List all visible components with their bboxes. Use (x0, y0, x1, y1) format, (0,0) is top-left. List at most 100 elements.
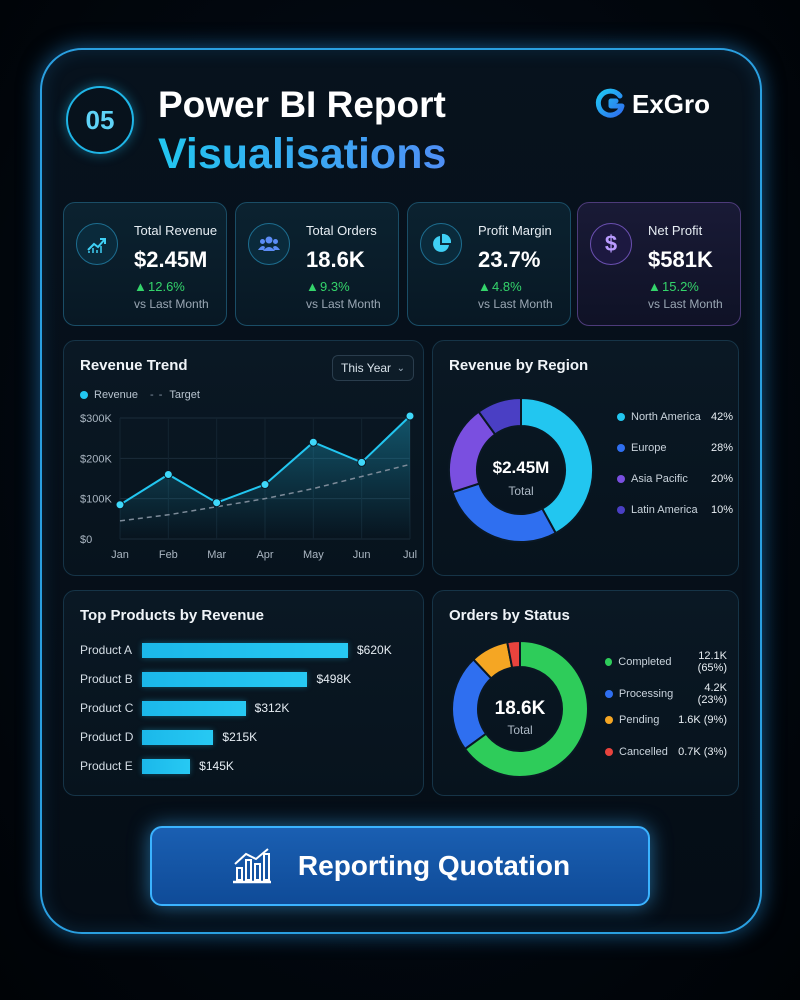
dollar-icon: $ (590, 223, 632, 265)
legend-target-label: Target (169, 389, 200, 401)
revenue-point (212, 498, 222, 508)
panel-title: Orders by Status (449, 607, 570, 624)
legend-item: North America 42% (617, 411, 733, 423)
kpi-delta: ▲ 9.3% (306, 279, 350, 294)
legend-item: Asia Pacific 20% (617, 473, 733, 485)
bar-label: Product E (80, 759, 133, 773)
legend-item: Pending 1.6K (9%) (605, 714, 727, 726)
kpi-delta-value: 9.3% (320, 279, 350, 294)
kpi-comparison: vs Last Month (648, 297, 723, 311)
up-arrow-icon: ▲ (478, 279, 491, 294)
bar-product-c (142, 700, 246, 716)
legend-swatch (617, 506, 625, 514)
legend-item: Completed 12.1K (65%) (605, 650, 727, 674)
legend-swatch (605, 658, 613, 666)
legend-item: Latin America 10% (617, 504, 733, 516)
legend-value: 1.6K (9%) (678, 714, 727, 726)
kpi-value: 18.6K (306, 247, 365, 272)
kpi-card-total-revenue[interactable]: Total Revenue $2.45M ▲ 12.6% vs Last Mont… (63, 202, 227, 326)
legend-name: Europe (631, 442, 667, 454)
cta-label: Reporting Quotation (297, 850, 571, 881)
reporting-quotation-button[interactable]: Reporting Quotation (150, 826, 650, 906)
legend-swatch (605, 690, 613, 698)
legend-value: 42% (710, 411, 733, 423)
target-series-line (119, 463, 411, 522)
legend-revenue: Revenue (80, 389, 138, 401)
revenue-point (260, 480, 270, 490)
kpi-card-total-orders[interactable]: Total Orders 18.6K ▲ 9.3% vs Last Month (235, 202, 399, 326)
region-donut-chart (448, 396, 594, 543)
donut-slice-north-america (520, 396, 594, 535)
kpi-comparison: vs Last Month (306, 297, 381, 311)
pie-chart-icon (420, 223, 462, 265)
donut-slice-latin-america (477, 396, 522, 436)
bar-product-b (142, 671, 308, 687)
period-select-value: This Year (341, 361, 392, 375)
orders-total-label: Total (507, 723, 533, 737)
legend-swatch (605, 748, 613, 756)
page-subtitle: Visualisations (158, 130, 447, 178)
bar-product-d (142, 729, 214, 745)
bar-value: $498K (316, 672, 352, 686)
legend-name: Pending (619, 714, 660, 726)
legend-value: 10% (710, 504, 733, 516)
exgro-logo-icon (595, 88, 625, 118)
orders-donut-chart (451, 639, 589, 778)
bar-chart-icon (232, 848, 271, 884)
brand-logo: ExGro (594, 88, 710, 120)
trending-up-icon (76, 223, 118, 265)
x-tick-label: Jul (403, 549, 417, 561)
bar-row: Product E $145K (80, 758, 234, 774)
bar-row: Product B $498K (80, 671, 351, 687)
legend-name: Cancelled (619, 746, 668, 758)
orders-by-status-panel: Orders by Status 18.6K Total Completed 12… (432, 590, 739, 796)
kpi-comparison: vs Last Month (478, 297, 553, 311)
bar-value: $620K (357, 643, 392, 657)
section-number: 05 (85, 104, 115, 135)
legend-swatch (617, 413, 625, 421)
region-total-label: Total (508, 484, 534, 498)
kpi-delta: ▲ 4.8% (478, 279, 522, 294)
revenue-by-region-panel: Revenue by Region $2.45M Total North Ame… (432, 340, 739, 576)
legend-name: North America (631, 411, 701, 423)
bar-row: Product D $215K (80, 729, 257, 745)
kpi-delta: ▲ 12.6% (134, 279, 185, 294)
x-tick-label: Feb (159, 549, 178, 561)
revenue-point (405, 411, 415, 421)
kpi-value: $581K (648, 247, 713, 272)
bar-product-a (142, 642, 348, 658)
kpi-card-profit-margin[interactable]: Profit Margin 23.7% ▲ 4.8% vs Last Month (407, 202, 571, 326)
revenue-point (357, 457, 367, 467)
kpi-label: Total Revenue (134, 223, 218, 238)
kpi-label: Total Orders (306, 223, 377, 238)
kpi-delta-value: 15.2% (662, 279, 699, 294)
period-select[interactable]: This Year ⌄ (332, 355, 414, 381)
legend-name: Latin America (631, 504, 698, 516)
revenue-point (115, 500, 125, 510)
y-tick-label: $200K (80, 453, 112, 465)
users-icon (248, 223, 290, 265)
bar-value: $312K (254, 701, 290, 715)
donut-slice-cancelled (506, 639, 521, 669)
legend-target: - - Target (150, 389, 200, 401)
up-arrow-icon: ▲ (134, 279, 147, 294)
y-tick-label: $100K (80, 494, 112, 506)
legend-value: 0.7K (3%) (678, 746, 727, 758)
x-tick-label: Jun (353, 549, 371, 561)
bar-value: $145K (199, 759, 234, 773)
legend-value: 28% (710, 442, 733, 454)
panel-title: Revenue Trend (80, 357, 188, 374)
legend-target-swatch: - - (150, 389, 164, 401)
chevron-down-icon: ⌄ (396, 362, 405, 374)
orders-total-value: 18.6K (494, 698, 546, 719)
x-tick-label: Mar (207, 549, 226, 561)
revenue-trend-chart: $300K $200K $100K $0 Jan Feb Mar Apr May Jun Jul (80, 411, 417, 561)
legend-item: Europe 28% (617, 442, 733, 454)
revenue-area (120, 415, 410, 539)
bar-row: Product A $620K (80, 642, 392, 658)
x-tick-label: May (303, 549, 324, 561)
section-number-badge: 05 (66, 86, 134, 154)
revenue-point (163, 469, 173, 479)
bar-product-e (142, 758, 191, 774)
kpi-card-net-profit[interactable]: $ Net Profit $581K ▲ 15.2% vs Last Month (577, 202, 741, 326)
